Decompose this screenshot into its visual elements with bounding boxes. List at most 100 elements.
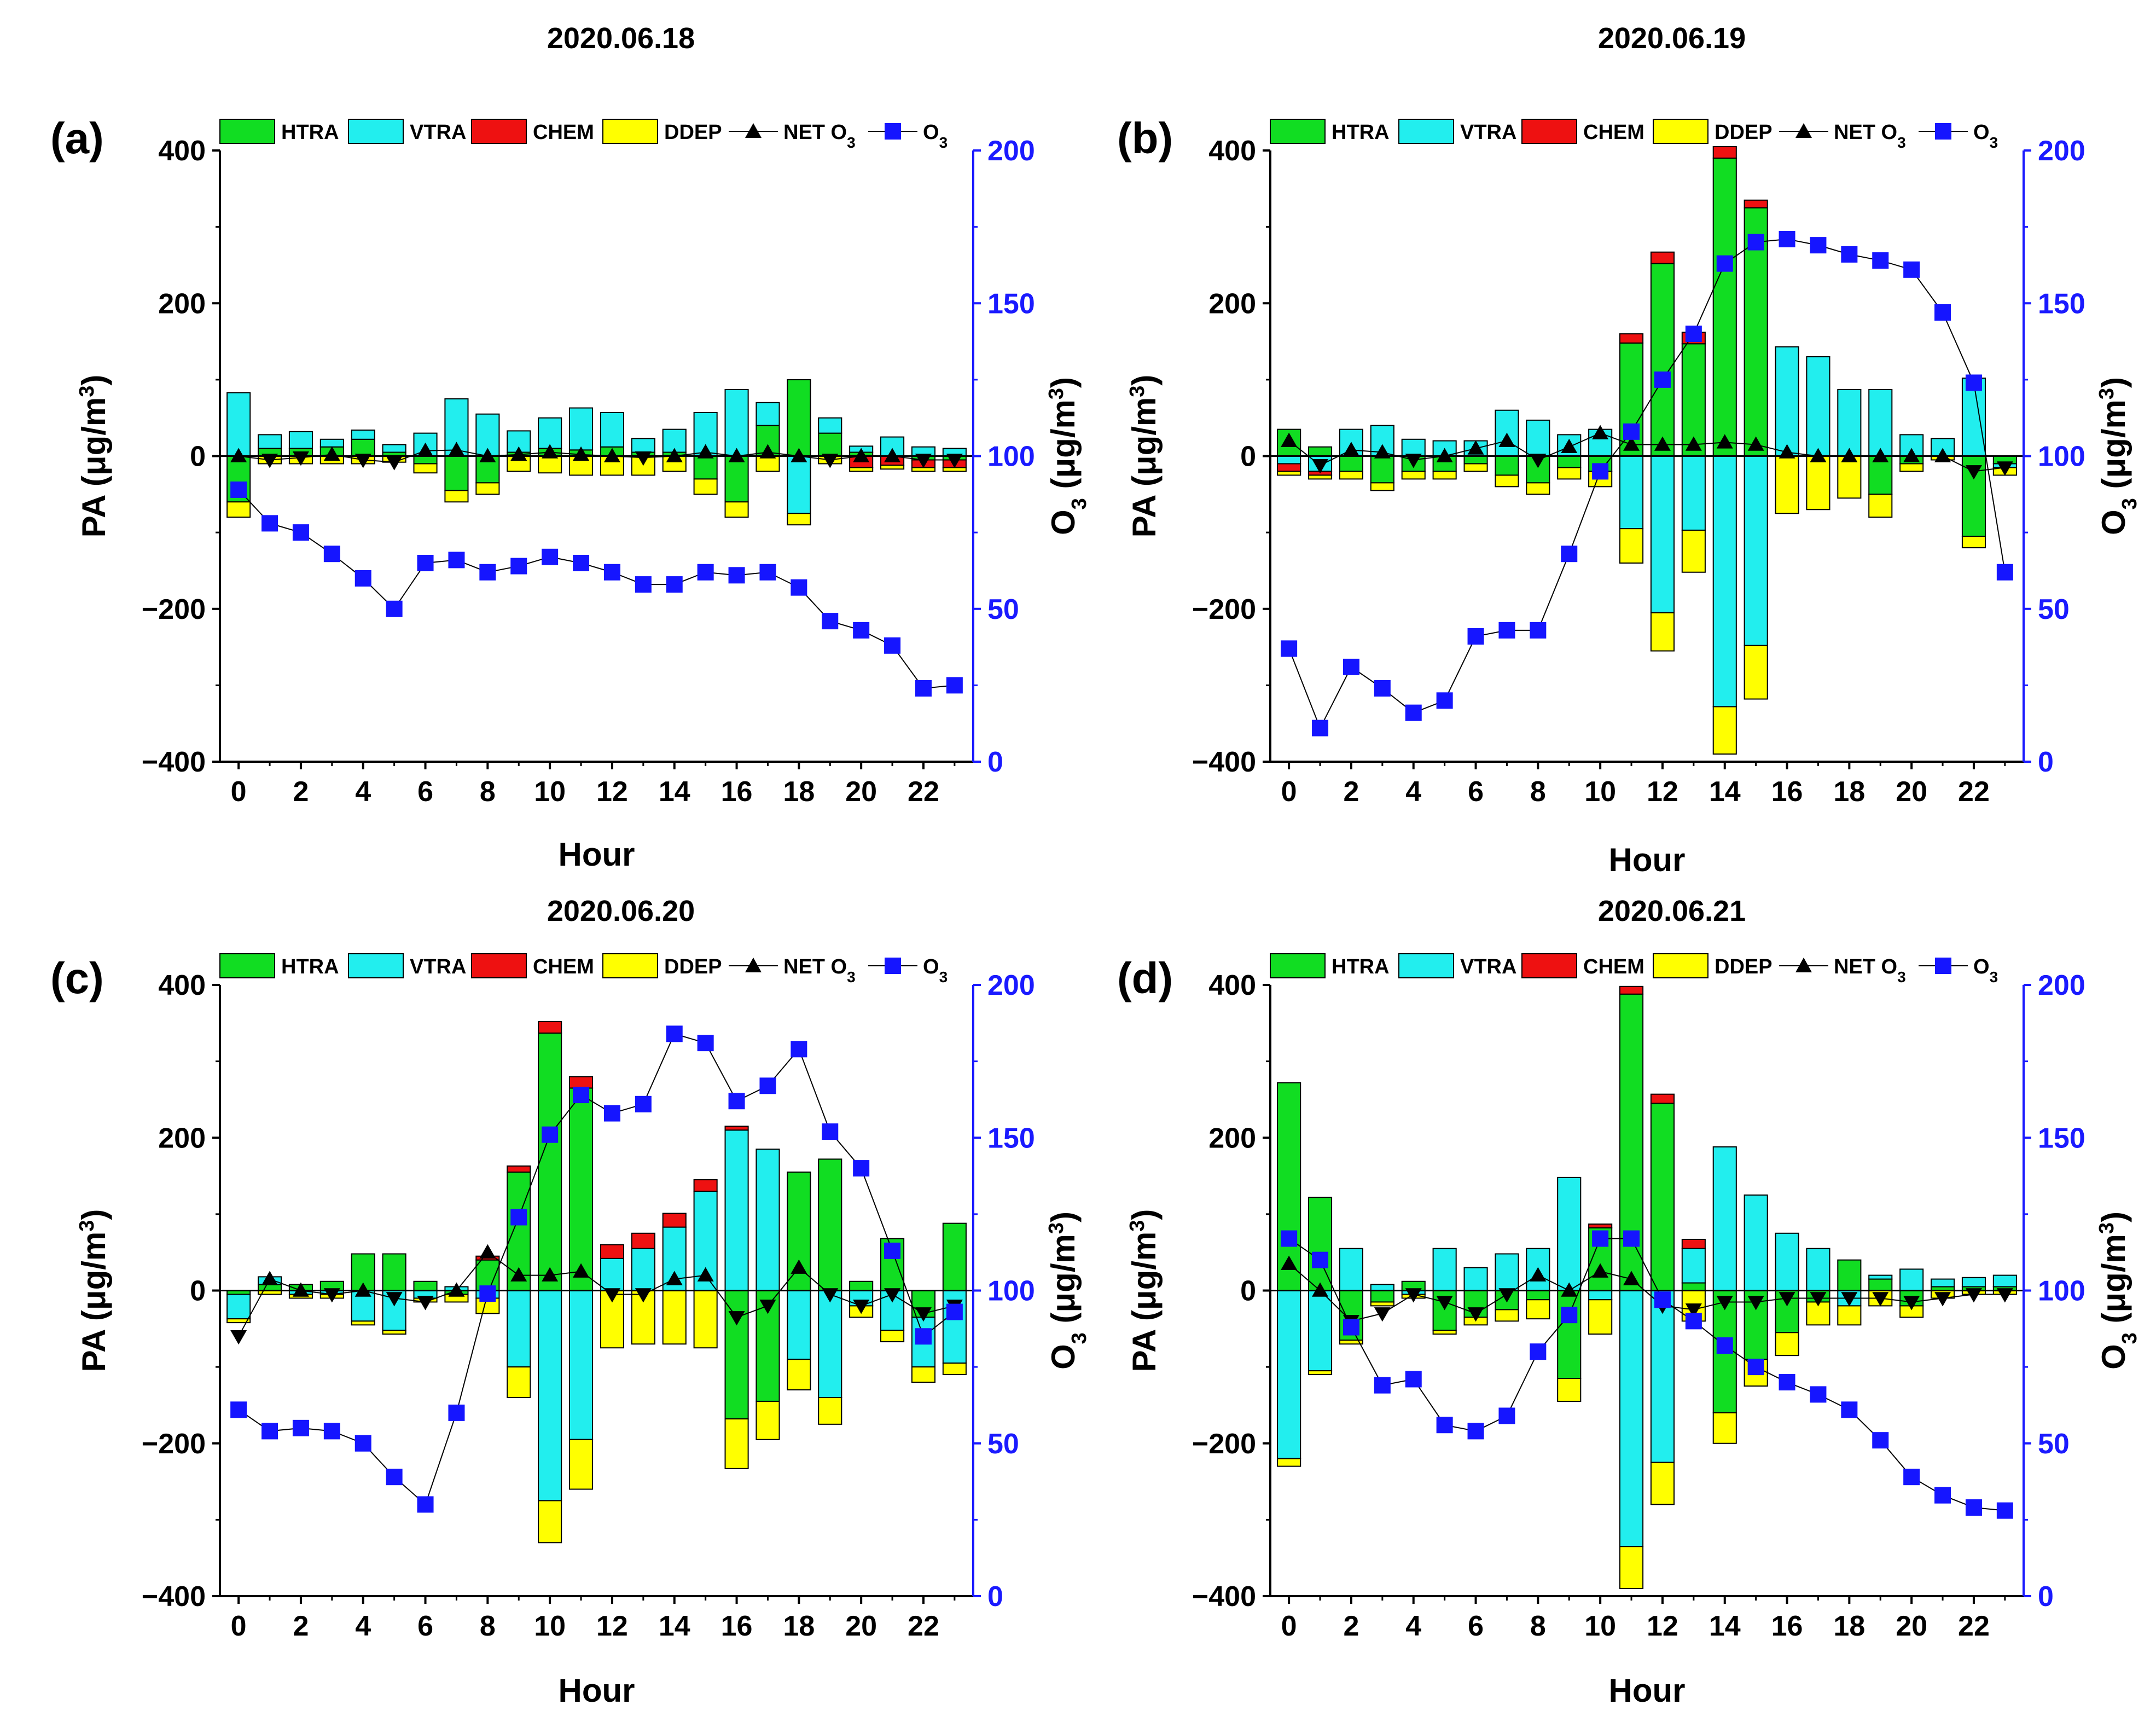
y-right-tick-label: 50 (2038, 1428, 2070, 1460)
y-right-tick-label: 50 (2038, 594, 2070, 625)
x-tick-label: 14 (1709, 1610, 1741, 1642)
net-o3-point (1810, 448, 1827, 462)
legend-swatch-chem (1521, 119, 1577, 144)
x-tick-label: 0 (231, 1610, 247, 1642)
bar-ddep (787, 513, 811, 526)
net-o3-point (1467, 1307, 1484, 1322)
bar-vtra (1806, 1248, 1830, 1291)
bar-ddep (1868, 494, 1893, 518)
bar-vtra (568, 407, 594, 451)
o3-point (1530, 622, 1547, 639)
o3-point (1841, 1401, 1858, 1418)
legend-swatch-chem (471, 119, 527, 144)
o3-point (542, 1126, 559, 1143)
legend-label-sub: 3 (847, 969, 856, 985)
bar-vtra (1992, 1274, 2017, 1288)
y-tick-label: 400 (1208, 970, 1256, 1001)
bar-htra (1837, 1259, 1862, 1291)
x-tick-label: 4 (1405, 776, 1421, 808)
net-o3-point (448, 1282, 465, 1297)
y-tick-label: −400 (1192, 1581, 1256, 1613)
bar-ddep (1712, 1412, 1737, 1444)
net-o3-point (1716, 434, 1733, 449)
y-right-axis-title: O3 (μg/m3) (1045, 377, 1091, 535)
net-o3-point (1841, 448, 1858, 462)
net-o3-point (1436, 448, 1453, 462)
net-o3-point (603, 1288, 620, 1303)
bar-ddep (1837, 1305, 1862, 1326)
bar-vtra (507, 1290, 531, 1368)
legend-label-htra: HTRA (281, 955, 339, 978)
bar-chem (1650, 1093, 1675, 1104)
bar-ddep (538, 455, 562, 474)
o3-point (1623, 1230, 1640, 1247)
bar-vtra (1775, 346, 1799, 457)
net-o3-point (759, 444, 776, 459)
y-tick-label: −200 (142, 594, 206, 625)
bar-vtra (1744, 455, 1768, 646)
legend-marker-o3 (885, 123, 901, 140)
bar-vtra (1619, 455, 1644, 530)
x-tick-label: 8 (1530, 1610, 1546, 1642)
o3-line (1288, 1238, 2005, 1511)
bar-ddep (538, 1500, 562, 1544)
bar-vtra (1339, 1248, 1363, 1291)
bar-htra (1526, 1290, 1550, 1301)
bar-ddep (880, 465, 905, 470)
bar-ddep (724, 501, 749, 518)
bar-ddep (756, 1400, 780, 1440)
bar-vtra (1463, 1267, 1488, 1291)
x-axis-title: Hour (1609, 842, 1686, 878)
bar-vtra (724, 389, 749, 457)
bar-ddep (1463, 463, 1488, 472)
legend-label-main: O (1973, 121, 1990, 144)
o3-point (510, 558, 527, 575)
o3-point (1654, 1291, 1671, 1308)
y-right-axis-title-sup: 3 (2095, 1222, 2118, 1234)
net-o3-point (1747, 1296, 1764, 1311)
legend-label-main: NET O (1834, 121, 1897, 144)
y-right-tick-label: 0 (2038, 1581, 2054, 1613)
net-o3-point (635, 451, 652, 466)
y-tick-label: 200 (1208, 288, 1256, 320)
bar-vtra (351, 430, 375, 440)
net-o3-point (510, 1267, 527, 1282)
o3-point (666, 576, 683, 593)
chart-title: 2020.06.18 (547, 22, 695, 55)
bar-vtra (1681, 455, 1706, 531)
o3-point (386, 1469, 403, 1486)
o3-point (1592, 1230, 1609, 1247)
bar-ddep (1526, 482, 1550, 495)
x-tick-label: 16 (1771, 1610, 1803, 1642)
bar-vtra (1307, 1290, 1333, 1372)
x-tick-label: 22 (1958, 776, 1990, 808)
bar-htra (693, 455, 718, 480)
y-tick-label: 0 (190, 441, 206, 473)
bar-chem (1712, 146, 1737, 159)
bar-ddep (1650, 612, 1675, 652)
net-o3-point (884, 448, 901, 462)
legend-marker-net-o3 (1795, 123, 1812, 138)
bar-htra (1370, 1290, 1394, 1303)
legend-label-ddep: DDEP (664, 121, 722, 144)
y-axis-title-sup: 3 (1126, 1220, 1149, 1232)
o3-point (1561, 546, 1578, 563)
bar-vtra (1961, 1277, 1986, 1288)
y-right-axis-title-close: ) (1045, 377, 1082, 388)
o3-point (822, 1123, 839, 1140)
net-o3-point (1281, 432, 1298, 447)
bar-vtra (319, 438, 344, 448)
y-tick-label: −400 (142, 746, 206, 778)
x-tick-label: 8 (480, 776, 496, 808)
bar-ddep (226, 501, 251, 518)
y-right-tick-label: 50 (987, 594, 1019, 625)
legend-label-o3: O3 (1973, 121, 1998, 151)
y-axis-title-sup: 3 (75, 386, 98, 397)
o3-point (1716, 1337, 1733, 1354)
bar-vtra (226, 392, 251, 457)
net-o3-point (355, 454, 371, 468)
net-o3-point (573, 1263, 590, 1278)
y-axis-title-main: PA (μg/m (1126, 1232, 1163, 1372)
legend-swatch-vtra (1398, 119, 1454, 144)
